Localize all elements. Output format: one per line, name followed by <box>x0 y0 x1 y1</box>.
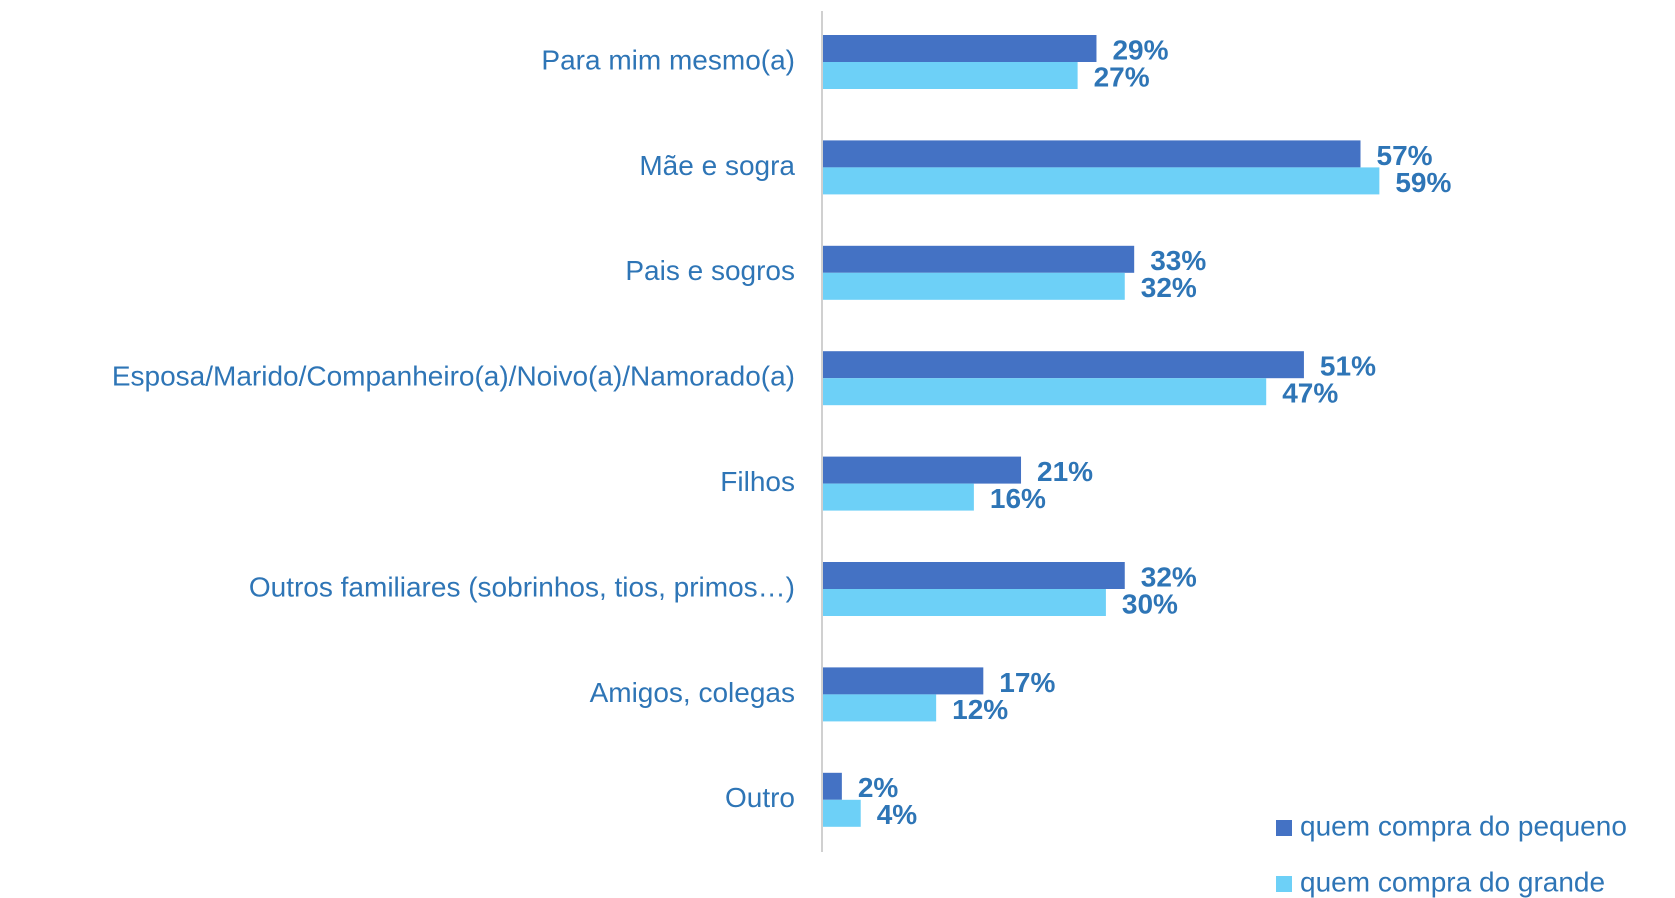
category-label: Filhos <box>720 466 795 497</box>
value-label: 30% <box>1122 588 1178 619</box>
legend-swatch <box>1276 820 1292 836</box>
bar <box>823 378 1267 406</box>
category-label: Amigos, colegas <box>590 677 795 708</box>
value-label: 32% <box>1141 561 1197 592</box>
value-label: 17% <box>999 667 1055 698</box>
value-label: 29% <box>1112 34 1168 65</box>
bar <box>823 694 937 722</box>
bar <box>823 562 1125 589</box>
bar <box>823 589 1106 616</box>
value-label: 47% <box>1282 378 1338 409</box>
bar <box>823 62 1078 89</box>
value-label: 27% <box>1094 61 1150 92</box>
category-label: Outros familiares (sobrinhos, tios, prim… <box>249 571 795 602</box>
value-label: 4% <box>877 799 918 830</box>
category-label: Esposa/Marido/Companheiro(a)/Noivo(a)/Na… <box>112 361 795 392</box>
bar <box>823 245 1135 273</box>
bar <box>823 140 1361 168</box>
bar <box>823 772 842 800</box>
value-label: 57% <box>1377 140 1433 171</box>
value-label: 12% <box>952 694 1008 725</box>
legend-swatch <box>1276 876 1292 892</box>
bar <box>823 272 1125 300</box>
category-label: Pais e sogros <box>625 255 795 286</box>
value-label: 21% <box>1037 456 1093 487</box>
category-label: Para mim mesmo(a) <box>541 44 795 75</box>
bar <box>823 351 1304 379</box>
value-label: 33% <box>1150 245 1206 276</box>
category-label: Mãe e sogra <box>639 150 795 181</box>
value-label: 32% <box>1141 272 1197 303</box>
category-label: Outro <box>725 782 795 813</box>
legend-label: quem compra do grande <box>1300 866 1605 897</box>
bar <box>823 167 1380 195</box>
value-label: 59% <box>1395 167 1451 198</box>
bar <box>823 456 1022 484</box>
bar <box>823 35 1097 62</box>
value-label: 2% <box>858 772 899 803</box>
value-label: 16% <box>990 483 1046 514</box>
value-label: 51% <box>1320 351 1376 382</box>
bar <box>823 667 984 695</box>
bar <box>823 483 974 511</box>
legend-label: quem compra do pequeno <box>1300 810 1627 841</box>
bar <box>823 799 861 827</box>
